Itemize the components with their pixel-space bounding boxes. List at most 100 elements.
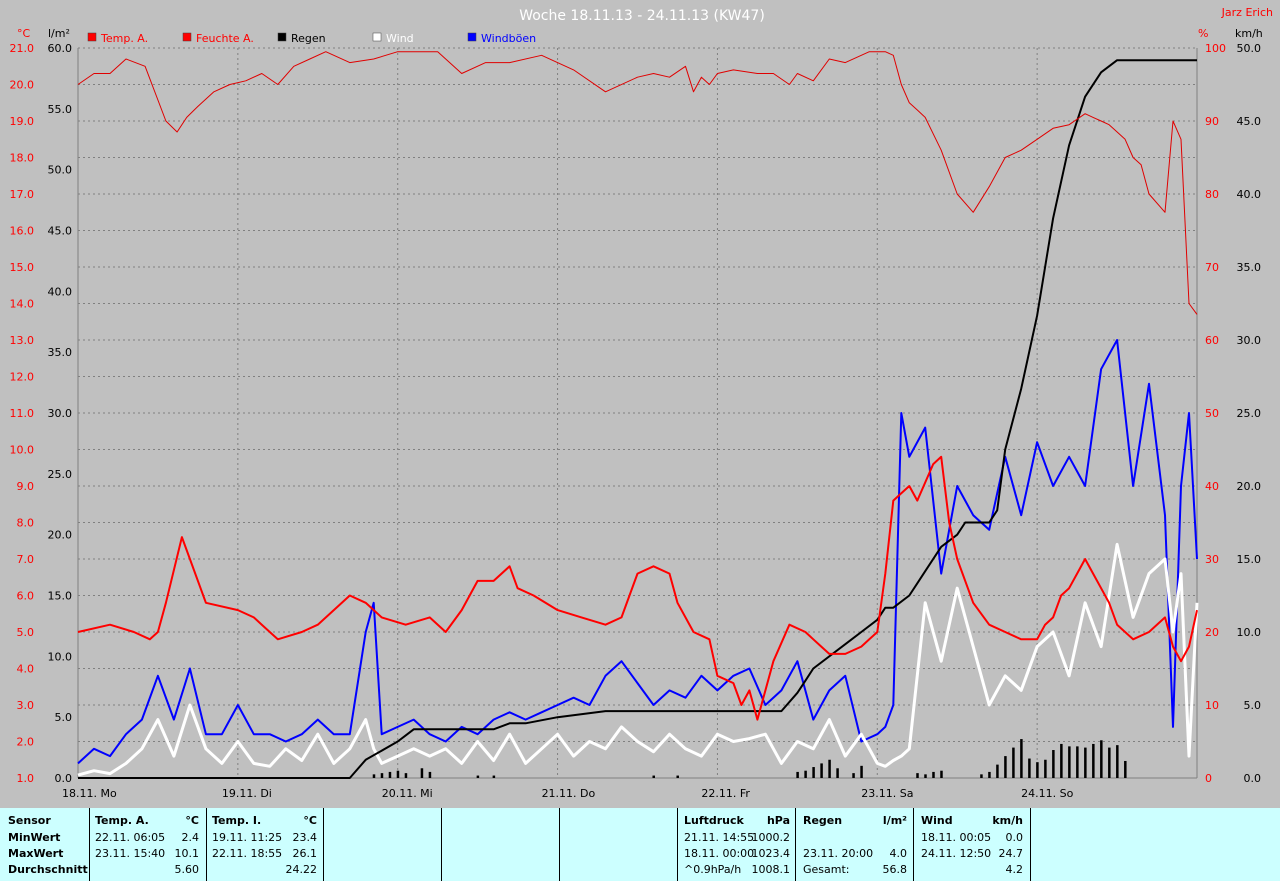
summary-empty-col-3 xyxy=(559,808,678,881)
humidity-tick-label: 40 xyxy=(1205,480,1219,493)
grid xyxy=(78,47,1197,779)
series-line-wind xyxy=(77,542,1199,777)
legend-swatch xyxy=(467,32,477,42)
temp-i-header: Temp. I. xyxy=(212,814,262,827)
rain-bars xyxy=(372,739,1127,778)
rain-tick-label: 10.0 xyxy=(48,650,73,663)
day-label: 23.11. Sa xyxy=(861,787,913,800)
humidity-tick-label: 100 xyxy=(1205,42,1226,55)
summary-empty-col-4 xyxy=(1030,808,1280,881)
wind-tick-label: 35.0 xyxy=(1237,261,1262,274)
rain-bar xyxy=(1068,746,1071,778)
wind-tick-label: 40.0 xyxy=(1237,188,1262,201)
temp-tick-label: 5.0 xyxy=(17,626,35,639)
wind-tick-label: 10.0 xyxy=(1237,626,1262,639)
temp-tick-label: 3.0 xyxy=(17,699,35,712)
rain-bar xyxy=(980,774,983,778)
rain-bar xyxy=(1020,739,1023,778)
temp-tick-label: 21.0 xyxy=(10,42,35,55)
rain-bar xyxy=(1012,747,1015,778)
humidity-tick-label: 10 xyxy=(1205,699,1219,712)
temp-a-min-time: 22.11. 06:05 xyxy=(95,831,166,844)
temp-a-avg-value: 5.60 xyxy=(174,863,200,876)
humidity-tick-label: 70 xyxy=(1205,261,1219,274)
temp-tick-label: 14.0 xyxy=(10,298,35,311)
rain-tick-label: 20.0 xyxy=(48,529,73,542)
chart-title: Woche 18.11.13 - 24.11.13 (KW47) xyxy=(519,8,765,24)
summary-empty-col-2 xyxy=(441,808,560,881)
legend-label: Temp. A. xyxy=(100,32,148,45)
temp-tick-label: 19.0 xyxy=(10,115,35,128)
rain-bar xyxy=(812,767,815,778)
temp-tick-label: 8.0 xyxy=(17,517,35,530)
wind-avg-value: 4.2 xyxy=(1005,863,1024,876)
luftdruck-min-time: 21.11. 14:55 xyxy=(684,831,755,844)
rain-bar xyxy=(932,771,935,778)
rain-tick-label: 25.0 xyxy=(48,468,73,481)
temp-tick-label: 1.0 xyxy=(17,772,35,785)
legend-swatch xyxy=(372,32,382,42)
wind-tick-label: 50.0 xyxy=(1237,42,1262,55)
rain-bar xyxy=(420,768,424,778)
day-label: 18.11. Mo xyxy=(62,787,117,800)
rain-bar xyxy=(676,775,679,778)
temp-i-min-value: 23.4 xyxy=(292,831,318,844)
temp-i-min-time: 19.11. 11:25 xyxy=(212,831,283,844)
temp-tick-label: 4.0 xyxy=(17,663,35,676)
wind-tick-label: 0.0 xyxy=(1244,772,1262,785)
rain-bar xyxy=(1084,747,1087,778)
humidity-tick-label: 30 xyxy=(1205,553,1219,566)
rain-bar xyxy=(796,771,799,778)
rain-bar xyxy=(828,759,831,778)
wind-header: Wind xyxy=(921,814,953,827)
rain-tick-label: 60.0 xyxy=(48,42,73,55)
temp-a-min-value: 2.4 xyxy=(181,831,200,844)
legend-label: Wind xyxy=(386,32,414,45)
rain-bar xyxy=(1124,760,1127,778)
rain-bar xyxy=(428,771,432,778)
temp-i-unit: °C xyxy=(303,814,317,827)
rain-bar xyxy=(1036,762,1039,778)
temp-tick-label: 6.0 xyxy=(17,590,35,603)
wind-max-value: 24.7 xyxy=(998,847,1024,860)
wind-max-time: 24.11. 12:50 xyxy=(921,847,992,860)
rain-tick-label: 15.0 xyxy=(48,590,73,603)
rain-bar xyxy=(380,773,384,778)
rain-bar xyxy=(852,773,855,778)
temp-tick-label: 17.0 xyxy=(10,188,35,201)
summary-regen-col: Regen l/m² 23.11. 20:00 4.0 Gesamt: 56.8 xyxy=(795,808,913,881)
rain-bar xyxy=(1116,745,1119,778)
rain-unit-label: l/m² xyxy=(48,27,70,40)
day-label: 22.11. Fr xyxy=(701,787,750,800)
luftdruck-header: Luftdruck xyxy=(684,814,744,827)
rain-bar xyxy=(836,768,839,778)
rain-bar xyxy=(652,775,655,778)
summary-sensor-col: Sensor MinWert MaxWert Durchschnitt xyxy=(0,808,89,881)
axes: 21.0 20.0 19.0 18.0 17.0 16.0 15.0 14.0 13.0 12.0… xyxy=(10,42,1262,800)
author-label: Jarz Erich xyxy=(1221,6,1273,19)
rain-bar xyxy=(916,773,919,778)
day-label: 21.11. Do xyxy=(542,787,596,800)
rain-bar xyxy=(804,770,807,778)
rain-bar xyxy=(396,770,400,778)
regen-max-value: 4.0 xyxy=(889,847,908,860)
humidity-tick-label: 90 xyxy=(1205,115,1219,128)
temp-a-max-time: 23.11. 15:40 xyxy=(95,847,166,860)
rain-bar xyxy=(1044,759,1047,778)
rain-bar xyxy=(476,775,480,778)
rain-bar xyxy=(1092,743,1095,778)
summary-temp-i-col: Temp. I. °C 19.11. 11:25 23.4 22.11. 18:55… xyxy=(206,808,324,881)
legend-label: Regen xyxy=(291,32,326,45)
regen-max-time: 23.11. 20:00 xyxy=(803,847,874,860)
regen-unit: l/m² xyxy=(882,814,907,827)
wind-tick-label: 30.0 xyxy=(1237,334,1262,347)
humidity-tick-label: 60 xyxy=(1205,334,1219,347)
weather-chart: Woche 18.11.13 - 24.11.13 (KW47) Jarz Er… xyxy=(10,6,1274,800)
wind-tick-label: 25.0 xyxy=(1237,407,1262,420)
regen-total-label: Gesamt: xyxy=(803,863,850,876)
luftdruck-trend: ^0.9hPa/h xyxy=(684,863,742,876)
rain-bar xyxy=(924,774,927,778)
temp-unit-label: °C xyxy=(17,27,31,40)
wind-tick-label: 20.0 xyxy=(1237,480,1262,493)
series-line-feuchte-a xyxy=(77,455,1198,721)
